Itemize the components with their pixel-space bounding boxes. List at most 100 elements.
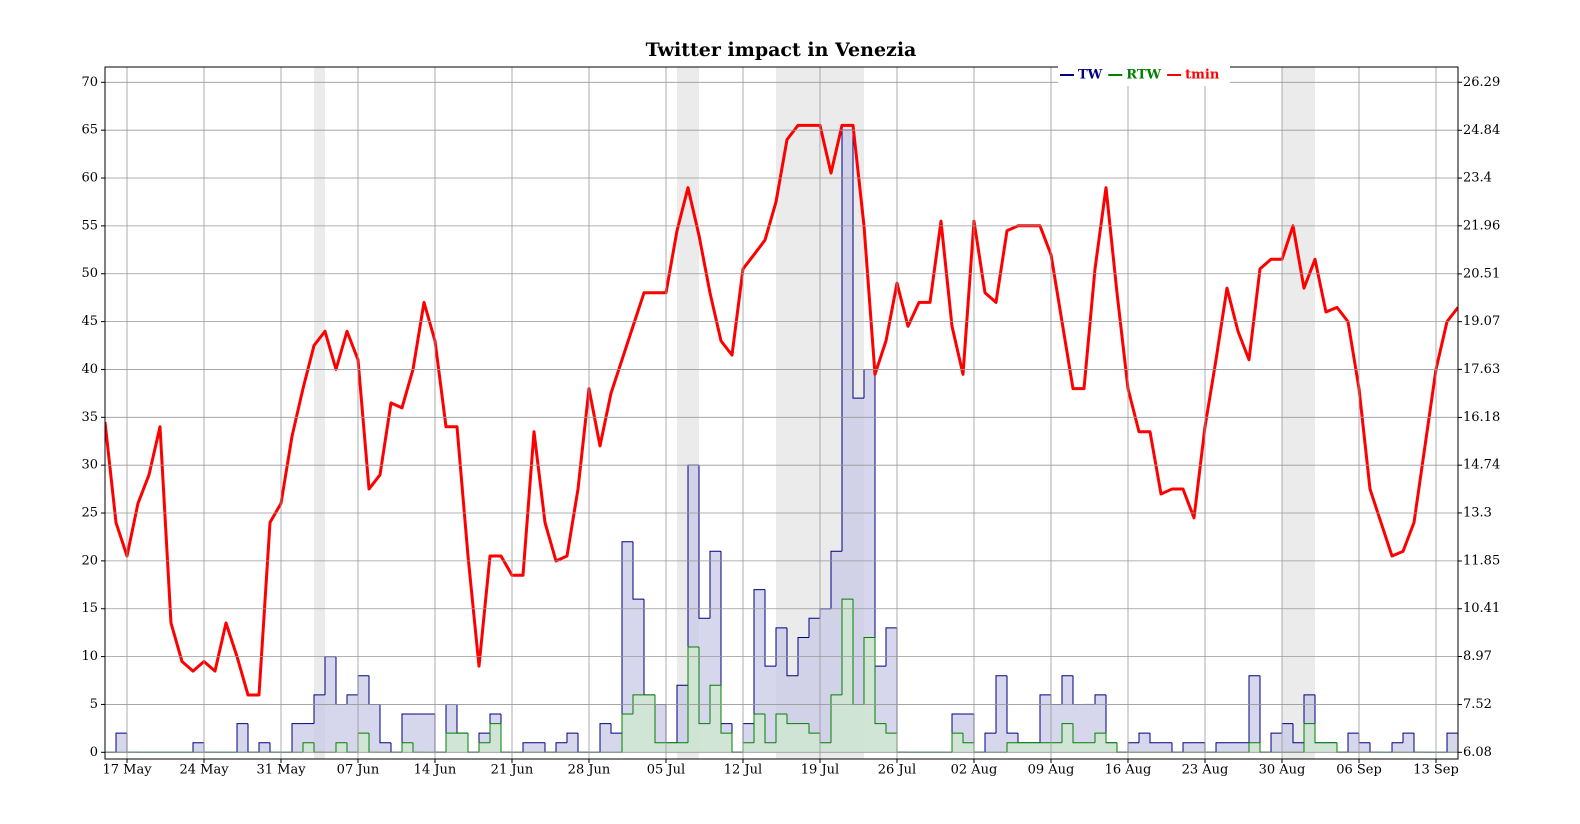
highlight-span: [1282, 67, 1315, 759]
y2-tick-label: 24.84: [1463, 123, 1500, 138]
x-tick-label: 06 Sep: [1336, 763, 1382, 778]
step-edge: [654, 694, 666, 744]
step-area: [743, 742, 754, 753]
step-edge: [1292, 723, 1304, 744]
step-edge: [698, 647, 710, 725]
y-tick-label: 50: [81, 266, 98, 281]
step-edge: [709, 684, 721, 724]
step-area: [259, 742, 270, 753]
step-area: [820, 742, 831, 753]
x-tick-label: 02 Aug: [951, 763, 998, 778]
step-area: [677, 685, 688, 753]
y-tick-label: 30: [81, 458, 98, 473]
step-edge: [1149, 733, 1161, 744]
step-edge: [775, 627, 787, 667]
y2-tick-label: 20.51: [1463, 266, 1500, 281]
step-area: [1326, 742, 1337, 753]
step-edge: [1094, 694, 1106, 705]
step-area: [1106, 742, 1117, 753]
step-edge: [632, 541, 644, 600]
step-edge: [1006, 742, 1018, 753]
x-tick-label: 07 Jun: [337, 763, 380, 778]
step-edge: [390, 742, 402, 753]
line-series: [105, 123, 1458, 697]
step-area: [600, 723, 611, 753]
step-area: [446, 733, 457, 753]
y2-tick-label: 14.74: [1463, 458, 1500, 473]
step-edge: [808, 723, 820, 734]
step-edge: [1039, 694, 1051, 743]
step-area: [622, 714, 633, 753]
step-edge: [291, 723, 303, 753]
x-tick-label: 31 May: [256, 763, 306, 778]
step-area: [479, 742, 490, 753]
x-tick-label: 16 Aug: [1105, 763, 1152, 778]
step-area: [358, 675, 369, 753]
x-tick-label: 24 May: [179, 763, 229, 778]
x-tick-label: 14 Jun: [414, 763, 457, 778]
step-area: [853, 704, 864, 753]
step-area: [369, 704, 380, 753]
step-area: [699, 618, 710, 753]
step-area: [1348, 733, 1359, 753]
step-edge: [621, 541, 633, 734]
step-edge: [830, 550, 842, 609]
step-edge: [632, 694, 644, 715]
step-area: [809, 618, 820, 753]
step-area: [875, 666, 886, 753]
x-tick-label: 05 Jul: [647, 763, 685, 778]
step-area: [677, 742, 688, 753]
step-area: [776, 714, 787, 753]
step-area: [1403, 733, 1414, 753]
step-area: [963, 714, 974, 753]
step-area: [457, 733, 468, 753]
x-tick-label: 19 Jul: [801, 763, 839, 778]
step-edge: [1303, 723, 1315, 753]
step-area: [655, 704, 666, 753]
step-area: [1194, 742, 1205, 753]
step-edge: [401, 713, 413, 753]
legend-label: tmin: [1185, 68, 1220, 83]
step-area: [1183, 742, 1194, 753]
step-edge: [1061, 723, 1073, 743]
y-tick-label: 45: [81, 314, 98, 329]
step-edge: [786, 627, 798, 677]
step-area: [1029, 742, 1040, 753]
y2-tick-label: 23.4: [1463, 171, 1492, 186]
step-edge: [1116, 742, 1128, 753]
step-edge: [346, 694, 358, 705]
step-area: [655, 742, 666, 753]
step-edge: [1259, 742, 1271, 753]
step-edge: [1215, 742, 1227, 753]
step-edge: [874, 369, 886, 667]
step-area: [446, 704, 457, 753]
step-edge: [1017, 733, 1029, 744]
step-edge: [566, 732, 578, 743]
step-edge: [841, 598, 853, 695]
step-area: [1040, 742, 1051, 753]
step-edge: [500, 723, 512, 753]
y-tick-label: 55: [81, 218, 98, 233]
step-area: [1447, 733, 1458, 753]
step-area: [710, 551, 721, 753]
step-edge: [236, 723, 248, 753]
y-tick-label: 65: [81, 123, 98, 138]
step-area: [1227, 742, 1238, 753]
step-area: [314, 694, 325, 753]
x-tick-label: 28 Jun: [568, 763, 611, 778]
step-edge: [302, 742, 314, 753]
step-area: [1150, 742, 1161, 753]
step-area: [831, 694, 842, 753]
step-area: [1084, 704, 1095, 753]
step-edge: [852, 130, 864, 399]
legend-background: [1058, 64, 1230, 86]
step-edge: [1391, 742, 1403, 753]
legend-label: TW: [1078, 68, 1103, 83]
y2-tick-label: 21.96: [1463, 218, 1500, 233]
step-area: [402, 714, 413, 753]
step-area: [765, 742, 776, 753]
step-edge: [643, 599, 655, 696]
step-edge: [1314, 694, 1326, 744]
step-area: [1051, 742, 1062, 753]
y2-tick-label: 19.07: [1463, 314, 1500, 329]
